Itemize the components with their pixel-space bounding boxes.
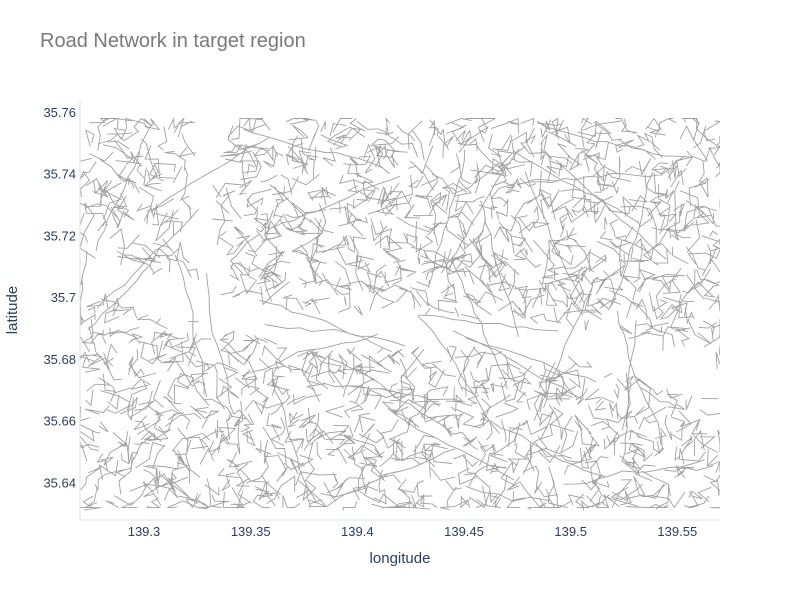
y-tick-labels: 35.64 35.66 35.68 35.7 35.72 35.74 35.76	[43, 105, 76, 490]
x-tick-label: 139.4	[341, 524, 374, 539]
y-tick-label: 35.68	[43, 352, 76, 367]
y-tick-label: 35.76	[43, 105, 76, 120]
x-tick-label: 139.5	[554, 524, 587, 539]
y-tick-label: 35.64	[43, 475, 76, 490]
road-segments	[80, 116, 720, 511]
y-tick-label: 35.74	[43, 167, 76, 182]
x-tick-label: 139.3	[128, 524, 161, 539]
y-tick-label: 35.72	[43, 228, 76, 243]
x-tick-labels: 139.3 139.35 139.4 139.45 139.5 139.55	[128, 524, 697, 539]
x-axis-title: longitude	[370, 550, 431, 567]
y-axis-title: latitude	[4, 286, 21, 334]
y-tick-label: 35.7	[51, 290, 76, 305]
chart-title: Road Network in target region	[40, 30, 306, 52]
road-lines	[80, 116, 720, 511]
x-tick-label: 139.55	[657, 524, 697, 539]
x-tick-label: 139.35	[231, 524, 271, 539]
y-tick-label: 35.66	[43, 414, 76, 429]
x-tick-label: 139.45	[444, 524, 484, 539]
